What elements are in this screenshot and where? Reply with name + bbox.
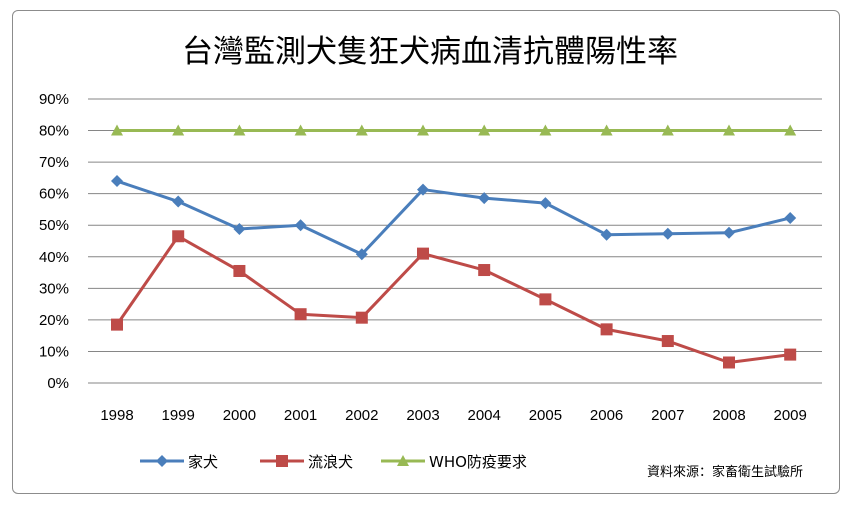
legend: 家犬 流浪犬 WHO防疫要求 bbox=[140, 453, 527, 471]
legend-item: 流浪犬 bbox=[260, 453, 353, 471]
data-point bbox=[417, 247, 429, 260]
data-point bbox=[172, 230, 185, 243]
data-point bbox=[233, 124, 246, 136]
x-tick-label: 1999 bbox=[162, 407, 195, 424]
y-tick-label: 10% bbox=[39, 343, 69, 360]
data-point bbox=[294, 308, 307, 321]
x-tick-label: 2004 bbox=[468, 407, 501, 424]
y-tick-label: 50% bbox=[39, 217, 69, 234]
data-point bbox=[417, 183, 429, 196]
legend-item: 家犬 bbox=[140, 453, 218, 471]
legend-marker bbox=[397, 455, 409, 466]
x-tick-label: 1998 bbox=[100, 407, 133, 424]
legend-label: WHO防疫要求 bbox=[429, 453, 527, 471]
data-point bbox=[478, 124, 491, 136]
legend-marker bbox=[276, 455, 288, 467]
legend-item: WHO防疫要求 bbox=[381, 453, 527, 471]
x-tick-label: 2006 bbox=[590, 407, 623, 424]
series-1 bbox=[111, 175, 797, 261]
data-point bbox=[539, 197, 552, 210]
series-3 bbox=[111, 124, 797, 136]
chart-title: 台灣監測犬隻狂犬病血清抗體陽性率 bbox=[182, 34, 678, 70]
data-point bbox=[478, 192, 491, 205]
data-point bbox=[784, 124, 797, 136]
y-tick-label: 70% bbox=[39, 154, 69, 171]
data-point bbox=[723, 356, 735, 369]
data-point bbox=[539, 124, 552, 136]
gridlines bbox=[88, 98, 822, 384]
x-axis-ticks: 1998 1999 2000 2001 2002 2003 2004 2005 2006 2007… bbox=[100, 407, 807, 424]
data-point bbox=[417, 124, 429, 136]
x-tick-label: 2003 bbox=[406, 407, 439, 424]
source-note: 資料來源：家畜衛生試驗所 bbox=[647, 464, 803, 480]
data-point bbox=[172, 195, 185, 208]
data-point bbox=[294, 219, 307, 232]
x-tick-label: 2009 bbox=[774, 407, 807, 424]
y-tick-label: 90% bbox=[39, 91, 69, 108]
y-tick-label: 60% bbox=[39, 186, 69, 203]
data-point bbox=[661, 335, 674, 348]
y-tick-label: 30% bbox=[39, 280, 69, 297]
data-point bbox=[172, 124, 185, 136]
x-tick-label: 2001 bbox=[284, 407, 317, 424]
data-point bbox=[784, 211, 797, 224]
data-point bbox=[600, 323, 613, 336]
data-point bbox=[539, 293, 552, 306]
x-tick-label: 2005 bbox=[529, 407, 562, 424]
x-tick-label: 2008 bbox=[712, 407, 745, 424]
series-layer bbox=[111, 124, 797, 369]
data-point bbox=[723, 226, 735, 239]
legend-label: 家犬 bbox=[188, 453, 218, 471]
x-tick-label: 2007 bbox=[651, 407, 684, 424]
y-axis-ticks: 0% 10% 20% 30% 40% 50% 60% 70% 80% 90% bbox=[39, 91, 69, 392]
data-point bbox=[600, 124, 613, 136]
x-tick-label: 2002 bbox=[345, 407, 378, 424]
data-point bbox=[600, 228, 613, 241]
series-line bbox=[116, 179, 791, 256]
data-point bbox=[111, 124, 123, 136]
data-point bbox=[355, 124, 368, 136]
data-point bbox=[233, 223, 246, 236]
series-2 bbox=[111, 230, 797, 369]
y-tick-label: 40% bbox=[39, 249, 69, 266]
data-point bbox=[111, 175, 123, 188]
data-point bbox=[233, 264, 246, 277]
legend-marker bbox=[156, 455, 168, 467]
data-point bbox=[661, 124, 674, 136]
data-point bbox=[294, 124, 307, 136]
data-point bbox=[723, 124, 735, 136]
x-tick-label: 2000 bbox=[223, 407, 256, 424]
legend-label: 流浪犬 bbox=[308, 453, 353, 471]
y-tick-label: 80% bbox=[39, 123, 69, 140]
data-point bbox=[784, 348, 797, 361]
series-line bbox=[115, 234, 791, 364]
data-point bbox=[355, 248, 368, 261]
data-point bbox=[478, 264, 491, 277]
data-point bbox=[355, 311, 368, 324]
data-point bbox=[111, 318, 123, 331]
data-point bbox=[661, 227, 674, 240]
y-tick-label: 20% bbox=[39, 312, 69, 329]
y-tick-label: 0% bbox=[47, 375, 69, 392]
